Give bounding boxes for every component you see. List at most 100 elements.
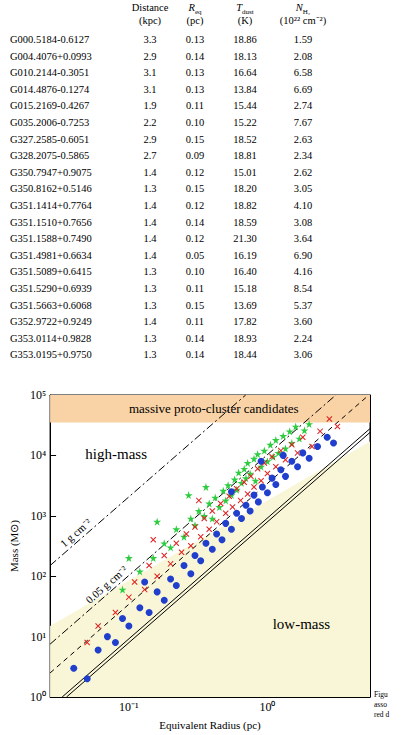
html-text:G351.5089+0.6415: G351.5089+0.6415 — [10, 266, 92, 278]
html-text:G350.7947+0.9075: G350.7947+0.9075 — [10, 166, 92, 178]
html-text:G014.4876-0.1274: G014.4876-0.1274 — [10, 83, 90, 95]
html-text:2.62: 2.62 — [293, 166, 313, 178]
html-text:1.9: 1.9 — [143, 100, 157, 112]
html-text:6.90: 6.90 — [293, 249, 313, 261]
html-text:2.9: 2.9 — [143, 50, 157, 62]
html-text:21.30: 21.30 — [233, 233, 257, 245]
html-text:0.13: 0.13 — [185, 83, 205, 95]
html-text:G351.1510+0.7656: G351.1510+0.7656 — [10, 216, 92, 228]
svg-text:10³: 10³ — [30, 509, 46, 523]
html-text:G328.2075-0.5865: G328.2075-0.5865 — [10, 150, 90, 162]
html-text:16.64: 16.64 — [233, 67, 257, 79]
html-text:2.7: 2.7 — [143, 150, 157, 162]
html-text:0.11: 0.11 — [186, 316, 204, 328]
html-text:0.05: 0.05 — [185, 249, 205, 261]
html-text:17.82: 17.82 — [233, 316, 257, 328]
html-text:G004.4076+0.0993: G004.4076+0.0993 — [10, 50, 92, 62]
html-text:1.4: 1.4 — [143, 249, 157, 261]
html-text:18.44: 18.44 — [233, 349, 257, 361]
svg-text:massive proto-cluster candidat: massive proto-cluster candidates — [129, 401, 299, 416]
html-text:0.15: 0.15 — [185, 133, 205, 145]
svg-text:10⁵: 10⁵ — [30, 388, 46, 402]
html-text:3.06: 3.06 — [293, 349, 313, 361]
html-text:3.60: 3.60 — [293, 316, 313, 328]
html-text:3.1: 3.1 — [143, 83, 157, 95]
html-text:15.01: 15.01 — [233, 166, 257, 178]
html-text:G353.0114+0.9828: G353.0114+0.9828 — [10, 332, 92, 344]
html-text:G015.2169-0.4267: G015.2169-0.4267 — [10, 100, 90, 112]
svg-text:high-mass: high-mass — [85, 446, 147, 462]
html-text:3.08: 3.08 — [293, 216, 313, 228]
html-text:4.16: 4.16 — [293, 266, 313, 278]
html-text:0.14: 0.14 — [185, 332, 205, 344]
html-text:1.3: 1.3 — [143, 332, 157, 344]
html-text:18.81: 18.81 — [233, 150, 257, 162]
html-text:3.1: 3.1 — [143, 67, 157, 79]
html-text:16.40: 16.40 — [233, 266, 257, 278]
html-text:1.3: 1.3 — [143, 266, 157, 278]
svg-text:low-mass: low-mass — [273, 616, 331, 632]
html-text:G010.2144-0.3051: G010.2144-0.3051 — [10, 67, 90, 79]
html-text:18.20: 18.20 — [233, 183, 257, 195]
svg-text:Mass (M⊙): Mass (M⊙) — [8, 520, 21, 572]
html-text:0.15: 0.15 — [185, 299, 205, 311]
html-text:G350.8162+0.5146: G350.8162+0.5146 — [10, 183, 92, 195]
html-text:1.3: 1.3 — [143, 299, 157, 311]
html-text:3.64: 3.64 — [293, 233, 313, 245]
svg-text:Equivalent Radius (pc): Equivalent Radius (pc) — [159, 719, 261, 732]
html-text:1.4: 1.4 — [143, 166, 157, 178]
html-text:Distance: Distance — [131, 2, 169, 13]
html-text:5.37: 5.37 — [293, 299, 313, 311]
html-text:0.12: 0.12 — [185, 166, 205, 178]
html-text:6.69: 6.69 — [293, 83, 313, 95]
html-text:G352.9722+0.9249: G352.9722+0.9249 — [10, 316, 92, 328]
html-text:18.52: 18.52 — [233, 133, 257, 145]
svg-text:10²: 10² — [30, 569, 46, 583]
html-text:13.84: 13.84 — [233, 83, 257, 95]
html-text:1.4: 1.4 — [143, 216, 157, 228]
html-text:0.14: 0.14 — [185, 216, 205, 228]
html-text:2.74: 2.74 — [293, 100, 313, 112]
html-text:2.9: 2.9 — [143, 133, 157, 145]
html-text:NH₂: NH₂ — [295, 2, 311, 17]
svg-text:0.05 g cm⁻²: 0.05 g cm⁻² — [83, 563, 130, 606]
svg-text:1 g cm⁻²: 1 g cm⁻² — [58, 516, 94, 550]
html-text:Tdust: Tdust — [236, 2, 254, 17]
html-text:1.4: 1.4 — [143, 316, 157, 328]
svg-text:10¹: 10¹ — [30, 630, 46, 644]
svg-text:10⁻¹: 10⁻¹ — [119, 700, 139, 714]
html-text:1.3: 1.3 — [143, 183, 157, 195]
html-text:2.24: 2.24 — [293, 332, 313, 344]
html-text:G351.5663+0.6068: G351.5663+0.6068 — [10, 299, 92, 311]
html-text:G351.1588+0.7490: G351.1588+0.7490 — [10, 233, 92, 245]
html-text:0.14: 0.14 — [185, 349, 205, 361]
html-text:G351.4981+0.6634: G351.4981+0.6634 — [10, 249, 92, 261]
html-text:0.14: 0.14 — [185, 50, 205, 62]
svg-text:10⁴: 10⁴ — [30, 448, 46, 462]
html-text:1.3: 1.3 — [143, 349, 157, 361]
html-text:18.93: 18.93 — [233, 332, 257, 344]
html-text:2.34: 2.34 — [293, 150, 313, 162]
html-text:1.4: 1.4 — [143, 233, 157, 245]
html-text:13.69: 13.69 — [233, 299, 257, 311]
html-text:G353.0195+0.9750: G353.0195+0.9750 — [10, 349, 92, 361]
html-text:18.13: 18.13 — [233, 50, 257, 62]
html-text:0.13: 0.13 — [185, 67, 205, 79]
html-text:G327.2585-0.6051: G327.2585-0.6051 — [10, 133, 90, 145]
html-text:16.19: 16.19 — [233, 249, 257, 261]
html-text:6.58: 6.58 — [293, 67, 313, 79]
html-text:0.12: 0.12 — [185, 233, 205, 245]
html-text:Req: Req — [188, 2, 202, 17]
html-text:0.09: 0.09 — [185, 150, 205, 162]
svg-text:10⁰: 10⁰ — [30, 690, 46, 704]
html-text:0.10: 0.10 — [185, 266, 205, 278]
html-text:0.15: 0.15 — [185, 183, 205, 195]
html-text:3.05: 3.05 — [293, 183, 313, 195]
html-text:2.63: 2.63 — [293, 133, 313, 145]
html-text:15.44: 15.44 — [233, 100, 257, 112]
html-text:2.08: 2.08 — [293, 50, 313, 62]
html-text:18.59: 18.59 — [233, 216, 257, 228]
html-text:(kpc): (kpc) — [138, 15, 162, 26]
html-text:0.11: 0.11 — [186, 100, 204, 112]
svg-text:10⁰: 10⁰ — [259, 700, 275, 714]
